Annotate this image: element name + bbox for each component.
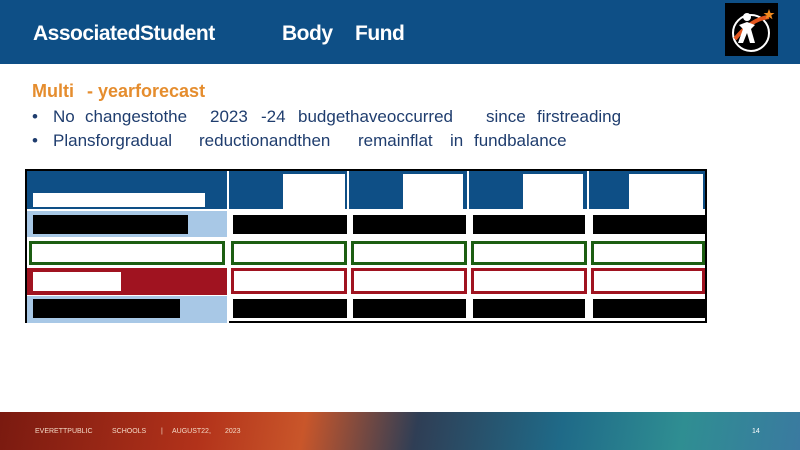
forecast-table <box>25 169 707 323</box>
bullet-word: 2023 <box>210 107 248 126</box>
redacted-block <box>283 174 345 211</box>
bullet-word: budgethaveoccurred <box>298 107 454 126</box>
redacted-block <box>629 174 703 211</box>
table-row <box>29 241 225 265</box>
bullet-word: -24 <box>261 107 286 126</box>
bullet-word: remainflat <box>358 131 433 150</box>
page-number: 14 <box>752 428 760 435</box>
redacted-block <box>33 193 205 207</box>
redacted-block <box>523 174 583 211</box>
bullet-word: reductionandthen <box>199 131 331 150</box>
redacted-block <box>353 215 466 234</box>
redacted-block <box>33 299 180 318</box>
redacted-block <box>33 215 188 234</box>
redacted-block <box>233 215 347 234</box>
table-cell <box>231 241 347 265</box>
bullet-dot: • <box>32 107 38 126</box>
bullet-word: Plansforgradual <box>53 131 173 150</box>
bullet-word: fundbalance <box>474 131 567 150</box>
redacted-block <box>233 299 347 318</box>
redacted-block <box>473 299 585 318</box>
redacted-block <box>33 272 121 291</box>
table-cell <box>471 241 587 265</box>
redacted-block <box>353 299 466 318</box>
footer-text: | <box>161 428 163 435</box>
footer-text: EVERETTPUBLIC <box>35 428 93 435</box>
table-cell <box>351 268 467 294</box>
table-cell <box>591 241 705 265</box>
footer-bar: EVERETTPUBLIC SCHOOLS | AUGUST22, 2023 1… <box>0 412 800 450</box>
bullet-word: No <box>53 107 75 126</box>
title-word: Body <box>282 22 333 45</box>
footer-text: AUGUST22, <box>172 428 211 435</box>
title-word: AssociatedStudent <box>33 22 215 45</box>
subtitle-part: - yearforecast <box>87 81 206 101</box>
redacted-block <box>473 215 585 234</box>
bullet-word: changestothe <box>85 107 188 126</box>
column-divider <box>227 171 229 323</box>
table-cell <box>231 268 347 294</box>
table-cell <box>471 268 587 294</box>
table-cell <box>591 268 705 294</box>
bullet-dot: • <box>32 131 38 150</box>
table-cell <box>351 241 467 265</box>
redacted-block <box>593 299 705 318</box>
bullet-word: in <box>450 131 464 150</box>
bullet-word: since <box>486 107 526 126</box>
title-bar: AssociatedStudent Body Fund <box>0 0 800 64</box>
subtitle-part: Multi <box>32 81 74 101</box>
footer-text: 2023 <box>225 428 241 435</box>
bullet-word: firstreading <box>537 107 622 126</box>
footer-text: SCHOOLS <box>112 428 147 435</box>
title-word: Fund <box>355 22 405 45</box>
school-logo-icon <box>725 3 778 56</box>
redacted-block <box>403 174 463 211</box>
redacted-block <box>593 215 705 234</box>
